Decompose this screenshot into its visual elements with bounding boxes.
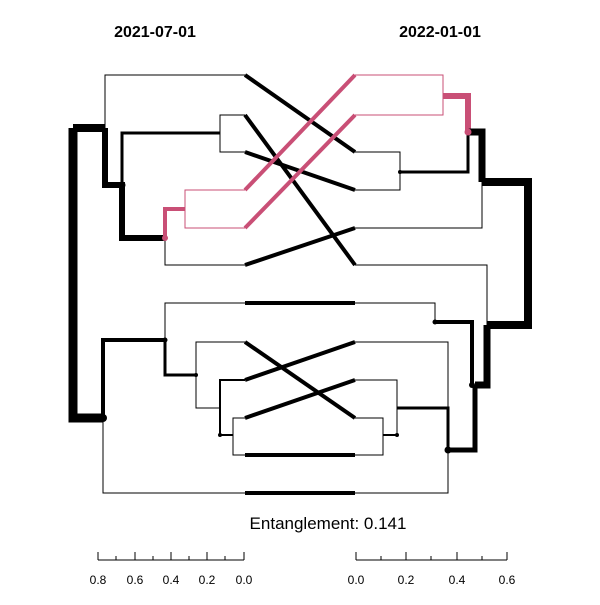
left-height-axis [97,552,245,561]
right-axis-labels: 0.0 0.2 0.4 0.6 [348,573,516,587]
right-branch [355,417,384,456]
connector-line [243,73,357,154]
right-branch [355,341,449,450]
node-dot-highlight [162,235,168,241]
node-dot [432,319,438,325]
left-branch [102,418,245,494]
left-branch [164,238,245,266]
right-branch [355,379,398,435]
right-dendrogram-title: 2022-01-01 [399,24,481,41]
left-highlight-branch [163,207,185,238]
left-branch [102,128,165,241]
left-branch [219,114,245,153]
entanglement-caption: Entanglement: 0.141 [250,514,407,533]
left-axis-tick-label: 0.2 [199,573,216,587]
node-markers [99,128,475,454]
connector-line [244,340,356,382]
left-dendrogram [68,74,245,494]
left-branch [219,379,245,435]
connector-line [244,226,356,267]
node-dot [395,433,399,437]
left-axis-tick-label: 0.8 [90,573,107,587]
node-dot [218,433,222,437]
node-dot [162,337,168,343]
left-axis-tick-label: 0.0 [236,573,253,587]
node-dot [444,446,452,454]
right-branch [355,264,488,325]
right-branch [435,320,474,385]
right-axis-tick-label: 0.4 [449,573,466,587]
connector-line-highlight [243,113,357,230]
node-dot [469,382,475,388]
right-branch [482,178,532,329]
left-highlight-branch [184,189,245,229]
left-branch [101,338,165,418]
left-axis-labels: 0.8 0.6 0.4 0.2 0.0 [90,573,253,587]
right-axis-tick-label: 0.6 [499,573,516,587]
right-axis-tick-label: 0.0 [348,573,365,587]
connecting-lines [243,73,357,495]
right-branch [400,132,470,174]
right-root-trunk [475,325,491,389]
node-dot [398,170,402,174]
connector-line [244,378,356,420]
connector-line-highlight [243,73,357,192]
left-axis-tick-label: 0.6 [127,573,144,587]
right-highlight-branch [355,74,444,116]
node-dot [99,414,107,422]
node-dot [194,373,198,377]
left-branch [163,340,196,377]
left-branch [164,302,245,340]
right-dendrogram [355,74,532,494]
right-branch [355,302,436,322]
right-branch [468,128,486,182]
right-branch [448,385,478,453]
right-branch [355,182,483,229]
left-axis-tick-label: 0.4 [163,573,180,587]
left-branch [232,417,245,456]
right-axis-tick-label: 0.2 [398,573,415,587]
right-branch [355,151,401,191]
left-branch [120,131,220,185]
connector-line [243,340,357,420]
node-dot [118,181,126,189]
left-branch [104,74,245,128]
right-highlight-branch [443,93,471,132]
right-branch [397,406,450,450]
left-dendrogram-title: 2021-07-01 [114,24,196,41]
node-dot-highlight [464,128,472,136]
left-root-trunk [68,128,103,423]
right-height-axis [355,552,508,561]
right-branch [355,450,449,494]
connector-line [243,113,357,267]
